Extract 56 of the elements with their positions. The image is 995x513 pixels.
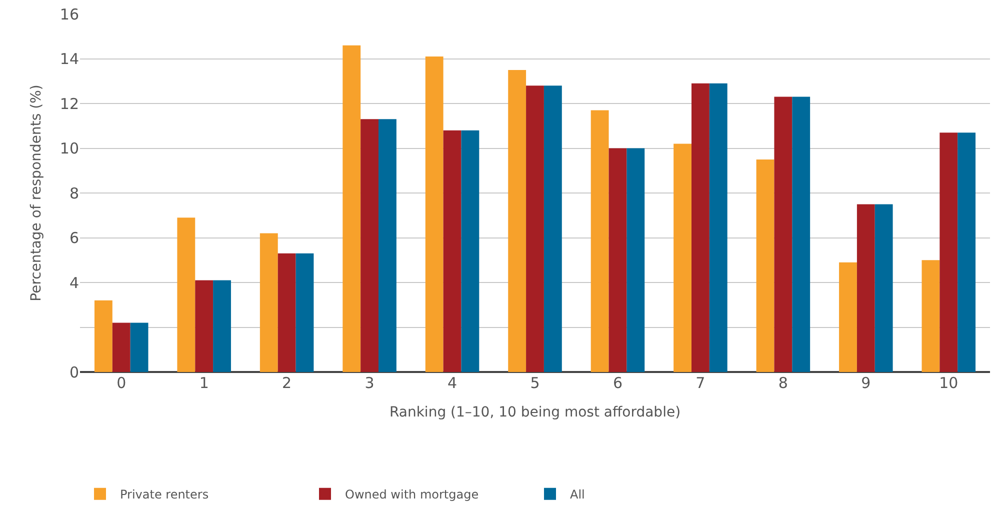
- bar: [774, 96, 792, 372]
- x-tick-label: 8: [778, 374, 788, 392]
- bar: [958, 132, 976, 372]
- x-tick-label: 7: [696, 374, 706, 392]
- bar: [360, 119, 379, 372]
- bar: [508, 70, 526, 372]
- bar: [425, 56, 444, 372]
- y-axis-title: Percentage of respondents (%): [28, 84, 45, 302]
- bar: [177, 218, 196, 372]
- bar: [792, 96, 810, 372]
- bar: [296, 253, 314, 372]
- bar: [94, 300, 112, 372]
- bar: [342, 45, 361, 372]
- y-tick-label: 6: [69, 229, 79, 247]
- bar: [874, 204, 893, 372]
- legend-label: Private renters: [120, 488, 209, 502]
- x-tick-label: 2: [282, 374, 292, 392]
- bar: [112, 322, 130, 372]
- bar: [130, 322, 148, 372]
- bar: [839, 262, 857, 372]
- x-tick-label: 0: [116, 374, 126, 392]
- y-tick-label: 12: [60, 94, 79, 113]
- y-tick-label: 4: [69, 274, 79, 292]
- bar: [526, 86, 544, 372]
- x-tick-label: 9: [861, 374, 871, 392]
- bar: [756, 159, 774, 372]
- bar: [195, 280, 214, 372]
- bar: [674, 144, 692, 372]
- y-tick-label: 10: [60, 140, 79, 158]
- x-tick-label: 1: [199, 374, 209, 392]
- bar: [260, 233, 278, 372]
- legend-label: All: [570, 488, 585, 502]
- bar: [709, 83, 728, 372]
- x-tick-label: 3: [364, 374, 374, 392]
- legend-label: Owned with mortgage: [345, 488, 479, 502]
- bar: [443, 130, 462, 372]
- bar: [461, 130, 480, 372]
- bar: [278, 253, 296, 372]
- bar: [213, 280, 231, 372]
- y-tick-label: 14: [60, 50, 79, 68]
- bar: [378, 119, 396, 372]
- bar: [856, 204, 875, 372]
- x-tick-label: 4: [447, 374, 458, 392]
- bar: [608, 148, 627, 372]
- x-axis-title: Ranking (1–10, 10 being most affordable): [389, 404, 681, 420]
- bar: [922, 260, 940, 372]
- bar: [691, 83, 710, 372]
- x-tick-label: 10: [939, 374, 958, 392]
- y-tick-label: 8: [69, 184, 79, 202]
- x-tick-label: 5: [530, 374, 540, 392]
- bar: [590, 110, 609, 372]
- x-tick-label: 6: [612, 374, 623, 392]
- bar: [626, 148, 645, 372]
- bar: [544, 86, 562, 372]
- bar: [940, 132, 958, 372]
- y-tick-label: 16: [60, 5, 79, 24]
